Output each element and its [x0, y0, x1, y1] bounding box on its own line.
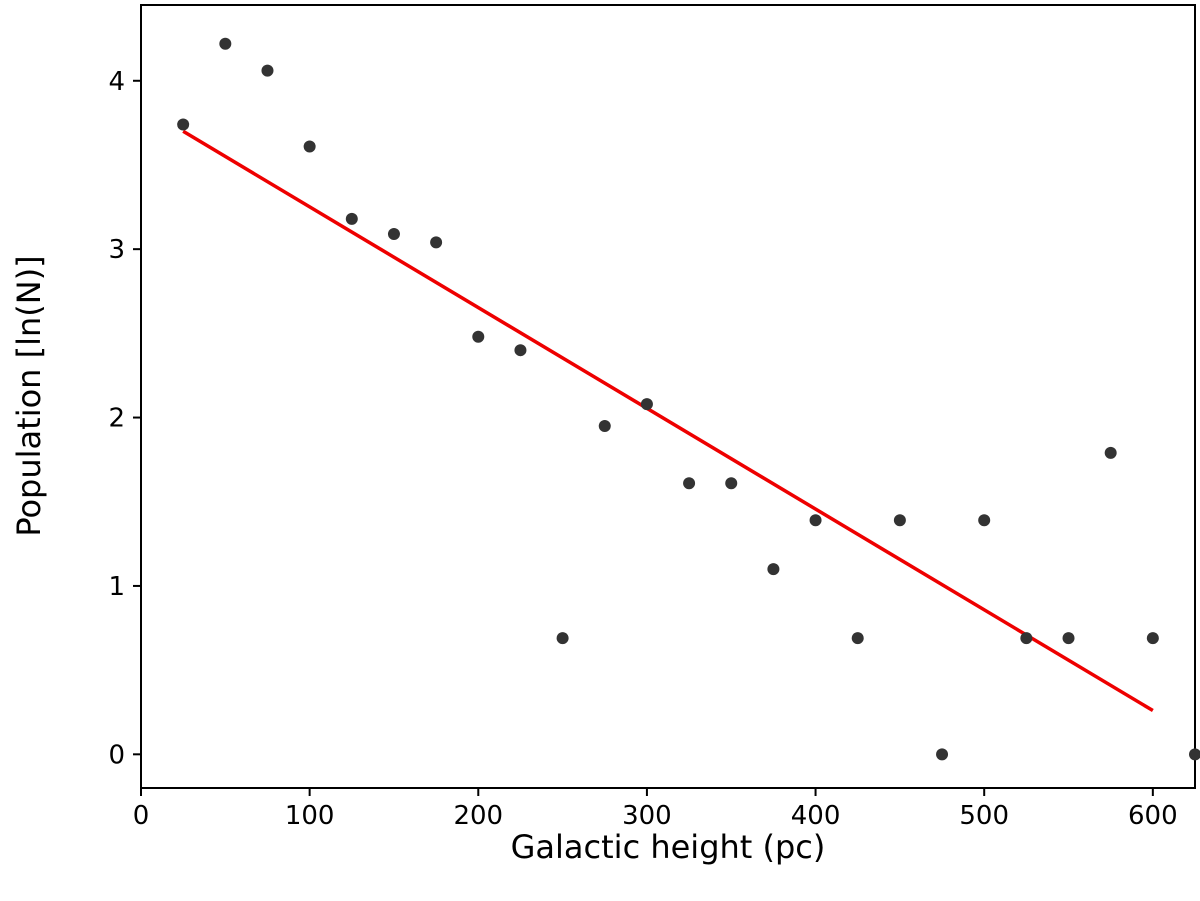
data-point [472, 330, 485, 343]
data-point [598, 419, 611, 432]
data-point [345, 212, 358, 225]
data-points-layer [177, 37, 1200, 761]
x-tick-label: 400 [791, 801, 841, 831]
data-point [725, 477, 738, 490]
y-tick-label: 3 [108, 235, 125, 265]
data-point [1020, 632, 1033, 645]
x-axis-title: Galactic height (pc) [511, 828, 826, 866]
data-point [219, 37, 232, 50]
data-point [261, 64, 274, 77]
data-point [430, 236, 443, 249]
y-axis-ticks: 0 1 2 3 4 [108, 67, 141, 770]
x-tick-label: 100 [285, 801, 335, 831]
data-point [767, 563, 780, 576]
data-point [556, 632, 569, 645]
x-tick-label: 200 [453, 801, 503, 831]
plot-frame [140, 4, 1196, 789]
data-point [1189, 748, 1200, 761]
y-tick-label: 2 [108, 404, 125, 434]
data-point [303, 140, 316, 153]
data-point [851, 632, 864, 645]
y-axis-title: Population [ln(N)] [10, 255, 48, 536]
data-point [683, 477, 696, 490]
y-tick-label: 1 [108, 572, 125, 602]
data-point [514, 344, 527, 357]
data-point [1146, 632, 1159, 645]
data-point [1062, 632, 1075, 645]
data-point [893, 514, 906, 527]
x-tick-label: 500 [959, 801, 1009, 831]
fit-line-layer [182, 129, 1154, 713]
data-point [936, 748, 949, 761]
data-point [1104, 446, 1117, 459]
y-tick-label: 0 [108, 740, 125, 770]
data-point [177, 118, 190, 131]
data-point [387, 228, 400, 241]
x-tick-label: 300 [622, 801, 672, 831]
x-axis-ticks: 0 100 200 300 400 500 600 [133, 788, 1178, 831]
data-point [809, 514, 822, 527]
x-tick-label: 600 [1128, 801, 1178, 831]
fit-line [182, 129, 1154, 713]
data-point [978, 514, 991, 527]
x-tick-label: 0 [133, 801, 150, 831]
y-tick-label: 4 [108, 67, 125, 97]
data-point [640, 398, 653, 411]
